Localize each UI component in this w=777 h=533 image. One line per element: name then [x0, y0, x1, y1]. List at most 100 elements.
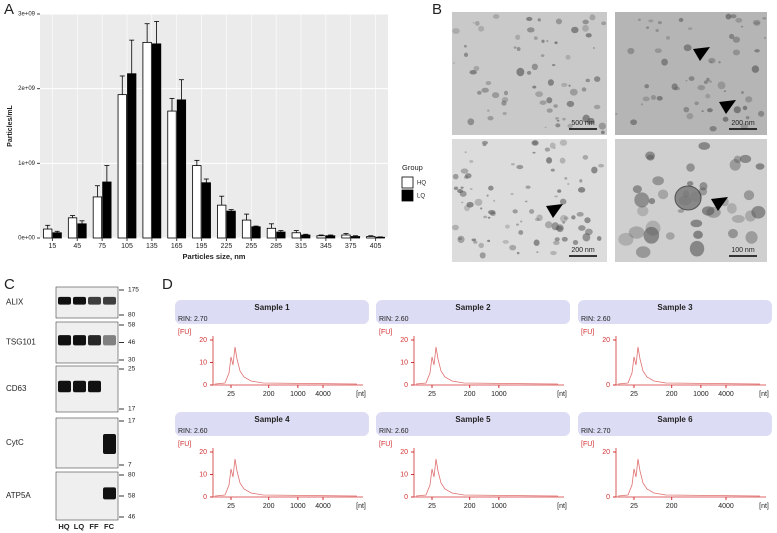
particle: [549, 142, 556, 149]
x-tick-label: 4000: [315, 391, 331, 398]
particle: [671, 83, 678, 91]
particle: [638, 18, 641, 21]
arrowhead: [711, 197, 728, 211]
particle: [463, 175, 469, 179]
legend-label: LQ: [417, 194, 425, 200]
x-tick-label: 375: [345, 243, 357, 250]
particle: [516, 164, 524, 170]
particle: [763, 36, 767, 39]
particle: [532, 85, 537, 89]
sample-title: Sample 3: [657, 303, 693, 312]
x-tick-label: 200: [464, 391, 476, 398]
x-tick-label: 25: [630, 391, 638, 398]
particle: [452, 62, 455, 64]
particle: [509, 244, 517, 251]
lane-label: LQ: [74, 522, 85, 531]
particle: [481, 140, 488, 145]
particle: [648, 19, 654, 23]
particle: [732, 36, 740, 43]
legend-swatch: [401, 176, 414, 189]
particle: [722, 116, 729, 122]
marker-label: 175: [128, 287, 139, 294]
particle: [730, 14, 737, 19]
particle: [581, 87, 587, 92]
band: [73, 296, 86, 305]
x-tick-label: 1000: [290, 391, 306, 398]
scale-bar-label: 200 nm: [731, 120, 755, 127]
particle: [467, 118, 475, 126]
particle: [553, 147, 556, 150]
particle: [516, 223, 519, 226]
particle: [634, 192, 650, 208]
rin: RIN: 2.70: [178, 316, 208, 323]
particle: [469, 159, 474, 163]
particle: [465, 173, 472, 179]
particle: [585, 78, 590, 83]
x-tick-label: 200: [666, 391, 678, 398]
particle: [705, 93, 711, 99]
particle: [490, 211, 496, 217]
particle: [567, 123, 573, 129]
particle: [652, 176, 664, 186]
y-unit: [FU]: [178, 329, 191, 336]
particle: [745, 116, 750, 120]
particle: [729, 159, 741, 171]
y-unit: [FU]: [581, 329, 594, 336]
particle: [565, 54, 571, 60]
marker-label: 46: [128, 514, 136, 521]
bar: [301, 234, 311, 239]
y-tick-label: 20: [199, 337, 207, 344]
particle: [553, 104, 558, 108]
y-tick-label: 0: [404, 382, 408, 389]
blot: [55, 417, 119, 469]
x-tick-label: 1000: [491, 503, 507, 510]
particle: [582, 233, 591, 242]
particle: [587, 117, 595, 125]
particle: [487, 115, 494, 121]
particle: [687, 181, 694, 187]
band: [103, 335, 116, 346]
particle: [516, 251, 520, 255]
y-tick-label: 0: [606, 494, 610, 501]
particle: [536, 251, 539, 253]
particle: [688, 76, 695, 81]
bar: [201, 182, 211, 239]
band: [88, 335, 101, 346]
x-tick-label: 200: [666, 503, 678, 510]
particle: [525, 185, 531, 189]
particle: [683, 44, 692, 52]
particle: [460, 201, 464, 204]
y-tick-label: 0: [203, 382, 207, 389]
particle: [571, 26, 579, 34]
particle: [527, 27, 535, 33]
particle: [559, 139, 568, 146]
particle: [648, 198, 656, 205]
particle: [457, 189, 464, 194]
rin: RIN: 2.60: [379, 316, 409, 323]
bar: [67, 217, 78, 239]
marker-label: 7: [128, 462, 132, 469]
particle: [524, 200, 528, 203]
particle: [457, 235, 465, 244]
x-tick-label: 4000: [718, 503, 734, 510]
bar: [167, 110, 177, 239]
particle: [690, 219, 703, 228]
y-tick-label: 0: [203, 494, 207, 501]
bar: [43, 228, 53, 239]
band: [88, 380, 101, 393]
particle: [479, 252, 486, 259]
rin: RIN: 2.70: [581, 428, 611, 435]
bar: [291, 232, 301, 239]
bar: [142, 41, 152, 239]
micrograph: [615, 12, 767, 135]
band: [88, 296, 101, 305]
particle: [546, 97, 553, 104]
x-tick-label: 200: [263, 503, 275, 510]
band: [73, 335, 86, 346]
bar: [217, 204, 227, 239]
particle: [701, 206, 715, 216]
x-unit: [nt]: [759, 503, 769, 510]
particle: [646, 26, 650, 29]
y-tick-label: 10: [400, 471, 408, 478]
x-tick-label: 45: [73, 243, 81, 250]
